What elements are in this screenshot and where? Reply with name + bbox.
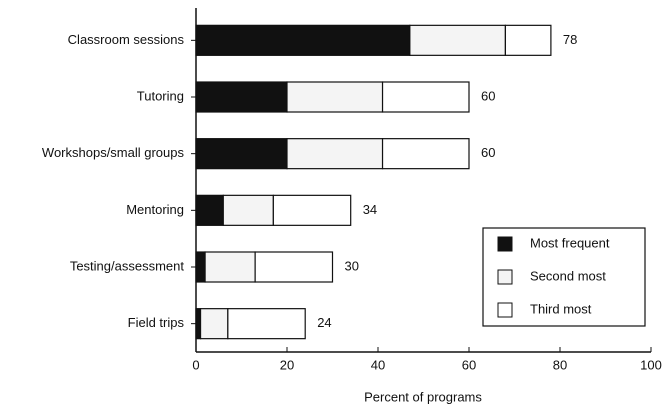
bar-segment [504, 24, 552, 56]
x-axis-title: Percent of programs [364, 389, 482, 404]
x-tick-label: 0 [192, 357, 199, 372]
bar-segment [204, 251, 256, 283]
x-tick-label: 20 [280, 357, 294, 372]
bar-segment [381, 138, 470, 170]
bar-segment [254, 251, 334, 283]
y-tick-label: Mentoring [126, 202, 184, 217]
bar-segment [272, 194, 352, 226]
y-tick-label: Field trips [128, 315, 185, 330]
y-tick-label: Classroom sessions [68, 32, 185, 47]
total-label: 60 [481, 88, 495, 103]
bar-segment [409, 24, 507, 56]
legend-swatch [497, 236, 513, 252]
y-tick-label: Workshops/small groups [42, 145, 185, 160]
x-tick-label: 40 [371, 357, 385, 372]
total-label: 30 [345, 258, 359, 273]
x-tick-label: 100 [640, 357, 662, 372]
total-label: 24 [317, 315, 331, 330]
bar-segment [195, 251, 206, 283]
x-tick-label: 60 [462, 357, 476, 372]
legend-label: Second most [530, 268, 606, 283]
bar-segment [286, 81, 384, 113]
x-tick-label: 80 [553, 357, 567, 372]
legend-label: Most frequent [530, 235, 610, 250]
bar-segment [195, 308, 202, 340]
bar-segment [199, 308, 229, 340]
bar-segment [195, 24, 411, 56]
y-tick-label: Tutoring [137, 88, 184, 103]
total-label: 60 [481, 145, 495, 160]
bar-segment [227, 308, 306, 340]
total-label: 34 [363, 202, 377, 217]
bar-segment [286, 138, 384, 170]
bar-segment [195, 194, 224, 226]
legend-swatch [497, 302, 513, 318]
bar-segment [195, 138, 288, 170]
legend-label: Third most [530, 301, 592, 316]
total-label: 78 [563, 32, 577, 47]
bar-segment [222, 194, 274, 226]
y-tick-label: Testing/assessment [70, 258, 185, 273]
bar-segment [195, 81, 288, 113]
legend-swatch [497, 269, 513, 285]
bar-segment [381, 81, 470, 113]
